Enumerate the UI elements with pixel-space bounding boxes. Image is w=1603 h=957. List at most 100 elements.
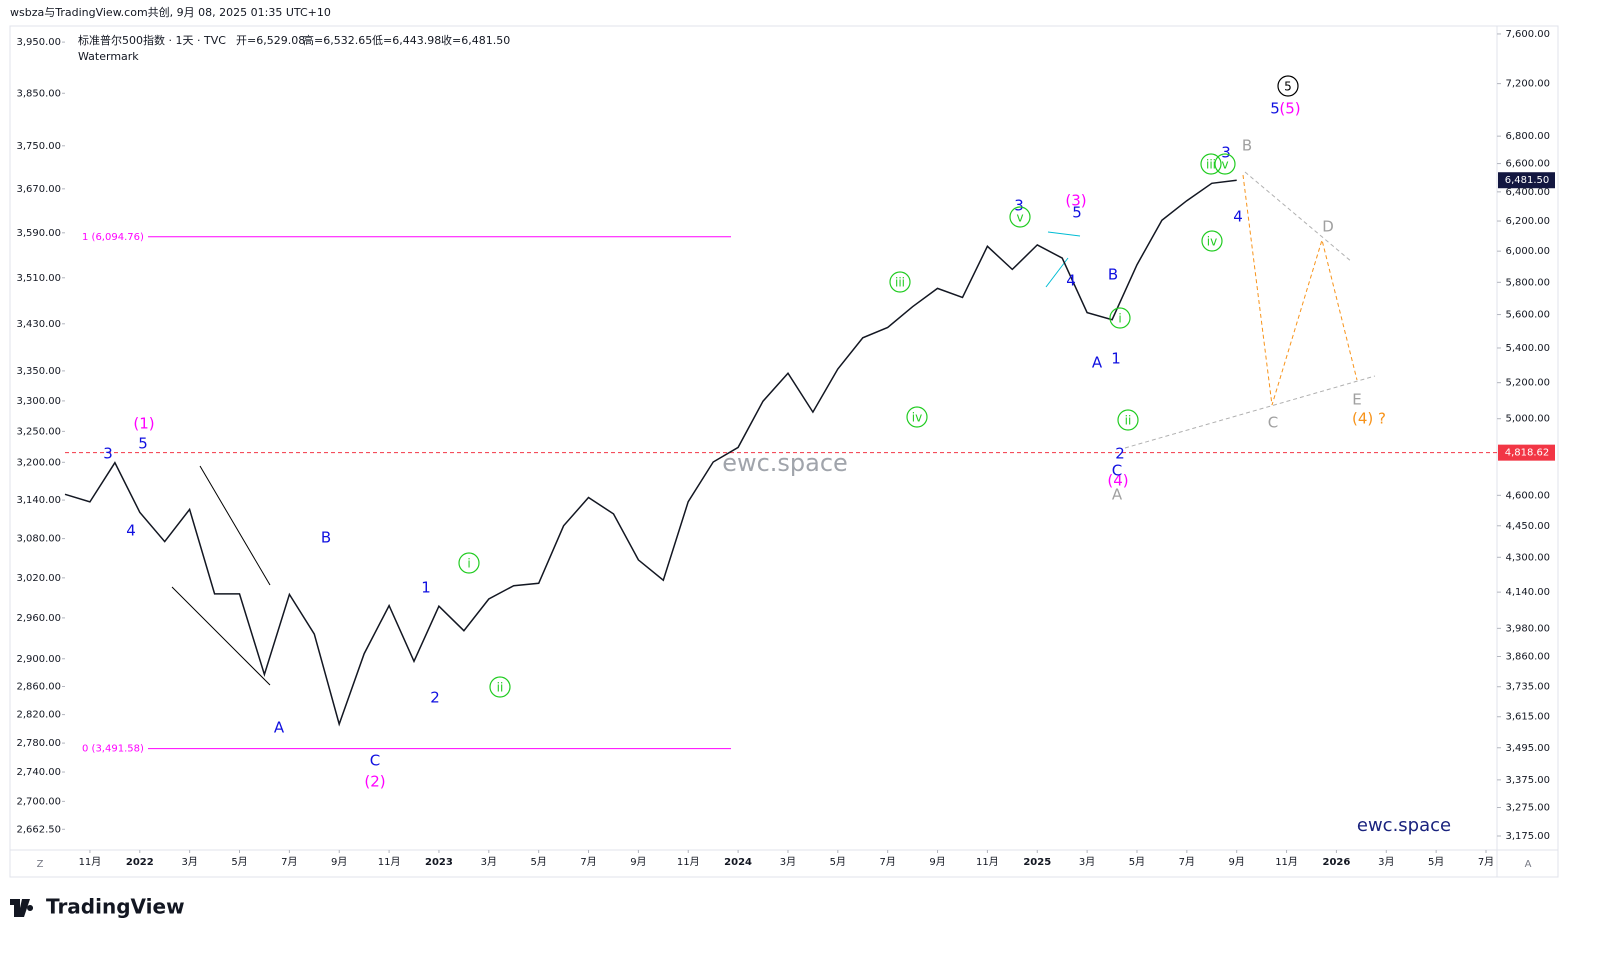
wave-label: ii xyxy=(1125,414,1132,428)
y2-tick-label: 2,662.50 xyxy=(16,824,61,835)
ohlc-high: 高=6,532.65 xyxy=(303,33,372,47)
wave-label: 2 xyxy=(430,689,440,707)
y-tick-label: 6,400.00 xyxy=(1505,187,1550,198)
wave-label: i xyxy=(467,557,470,571)
y2-tick-label: 3,250.00 xyxy=(16,426,61,437)
wave-label: E xyxy=(1352,391,1361,409)
x-tick-label: 5月 xyxy=(1129,856,1145,868)
wave-label: 4 xyxy=(1066,272,1076,290)
wave-circle xyxy=(1117,409,1139,431)
x-tick-label: 5月 xyxy=(830,856,846,868)
wave-label: v xyxy=(1221,158,1228,172)
y-tick-label: 4,450.00 xyxy=(1505,521,1550,532)
y2-tick-label: 3,300.00 xyxy=(16,396,61,407)
x-tick-label: 5月 xyxy=(530,856,546,868)
wave-label: 4 xyxy=(126,522,136,540)
wave-label: iii xyxy=(1206,158,1216,172)
wave-circle xyxy=(1214,153,1236,175)
x-tick-label: 7月 xyxy=(580,856,596,868)
wave-label: A xyxy=(1112,486,1123,504)
wave-label: C xyxy=(1112,462,1122,480)
x-tick-label: 3月 xyxy=(481,856,497,868)
wave-label: B xyxy=(1108,266,1118,284)
price-line xyxy=(64,179,1237,727)
y2-tick-label: 2,740.00 xyxy=(16,767,61,778)
wave-label: ii xyxy=(497,681,504,695)
wave-label: 3 xyxy=(103,445,113,463)
wave-label: C xyxy=(1268,414,1278,432)
y-tick-label: 3,860.00 xyxy=(1505,651,1550,662)
x-tick-label: 2025 xyxy=(1023,857,1051,868)
y2-tick-label: 3,850.00 xyxy=(16,88,61,99)
x-tick-label: 7月 xyxy=(1478,856,1494,868)
y2-tick-label: 3,140.00 xyxy=(16,495,61,506)
wave-label: B xyxy=(1242,137,1252,155)
wave-circle xyxy=(458,552,480,574)
x-tick-label: 7月 xyxy=(281,856,297,868)
y2-tick-label: 2,900.00 xyxy=(16,654,61,665)
wave-label: (1) xyxy=(133,415,154,433)
y2-tick-label: 3,430.00 xyxy=(16,319,61,330)
wave-label: 3 xyxy=(1014,197,1024,215)
x-tick-label: 2026 xyxy=(1322,857,1350,868)
y2-tick-label: 2,860.00 xyxy=(16,681,61,692)
x-tick-label: 7月 xyxy=(1179,856,1195,868)
x-tick-label: 11月 xyxy=(1275,856,1298,868)
y-tick-label: 5,200.00 xyxy=(1505,378,1550,389)
wave-circle xyxy=(906,406,928,428)
y2-tick-label: 3,350.00 xyxy=(16,366,61,377)
wave-label: D xyxy=(1322,218,1334,236)
y-tick-label: 3,980.00 xyxy=(1505,623,1550,634)
y-tick-label: 4,300.00 xyxy=(1505,552,1550,563)
y-tick-label: 7,200.00 xyxy=(1505,79,1550,90)
wave-label: 5 xyxy=(1072,204,1082,222)
wave-label: B xyxy=(321,529,331,547)
wave-label: 1 xyxy=(1111,350,1121,368)
y2-tick-label: 3,590.00 xyxy=(16,228,61,239)
x-tick-label: 9月 xyxy=(630,856,646,868)
wave-label: iii xyxy=(895,276,905,290)
triangle-line xyxy=(1244,171,1353,263)
y-tick-label: 6,200.00 xyxy=(1505,216,1550,227)
y2-tick-label: 2,960.00 xyxy=(16,613,61,624)
x-tick-label: 9月 xyxy=(1229,856,1245,868)
fib-label: 0 (3,491.58) xyxy=(82,744,144,755)
corner-label: A xyxy=(1525,859,1532,870)
y2-tick-label: 3,950.00 xyxy=(16,37,61,48)
wave-label: i xyxy=(1118,312,1121,326)
y2-tick-label: 3,080.00 xyxy=(16,534,61,545)
y-tick-label: 3,275.00 xyxy=(1505,803,1550,814)
wave-label: 4 xyxy=(1233,208,1243,226)
wave-label: 5 xyxy=(1270,100,1280,118)
x-tick-label: 11月 xyxy=(976,856,999,868)
x-tick-label: 11月 xyxy=(378,856,401,868)
share-info: wsbza与TradingView.com共创, 9月 08, 2025 01:… xyxy=(10,6,331,19)
triangle-line xyxy=(1124,375,1376,449)
wave-label: (4) ? xyxy=(1352,410,1386,428)
x-tick-label: 9月 xyxy=(929,856,945,868)
wave-label: 1 xyxy=(421,579,431,597)
wave-circle xyxy=(889,271,911,293)
x-tick-label: 3月 xyxy=(780,856,796,868)
y2-tick-label: 2,820.00 xyxy=(16,710,61,721)
y-tick-label: 5,800.00 xyxy=(1505,277,1550,288)
y-tick-label: 6,000.00 xyxy=(1505,246,1550,257)
logo-icon xyxy=(10,899,34,917)
x-tick-label: 5月 xyxy=(231,856,247,868)
x-tick-label: 11月 xyxy=(677,856,700,868)
logo-text: TradingView xyxy=(46,895,185,919)
y2-tick-label: 3,750.00 xyxy=(16,141,61,152)
ohlc-open: 开=6,529.08 xyxy=(236,34,305,47)
x-tick-label: 11月 xyxy=(79,856,102,868)
y-tick-label: 4,600.00 xyxy=(1505,490,1550,501)
fib-label: 1 (6,094.76) xyxy=(82,232,144,243)
x-tick-label: 2022 xyxy=(126,857,154,868)
y-tick-label: 5,000.00 xyxy=(1505,414,1550,425)
cyan-line xyxy=(1047,231,1081,237)
wave-label: 5 xyxy=(138,435,148,453)
wave-label: 3 xyxy=(1221,144,1231,162)
wave-label: 5 xyxy=(1284,80,1292,94)
y-tick-label: 5,600.00 xyxy=(1505,310,1550,321)
ohlc-close: 收=6,481.50 xyxy=(441,33,510,47)
